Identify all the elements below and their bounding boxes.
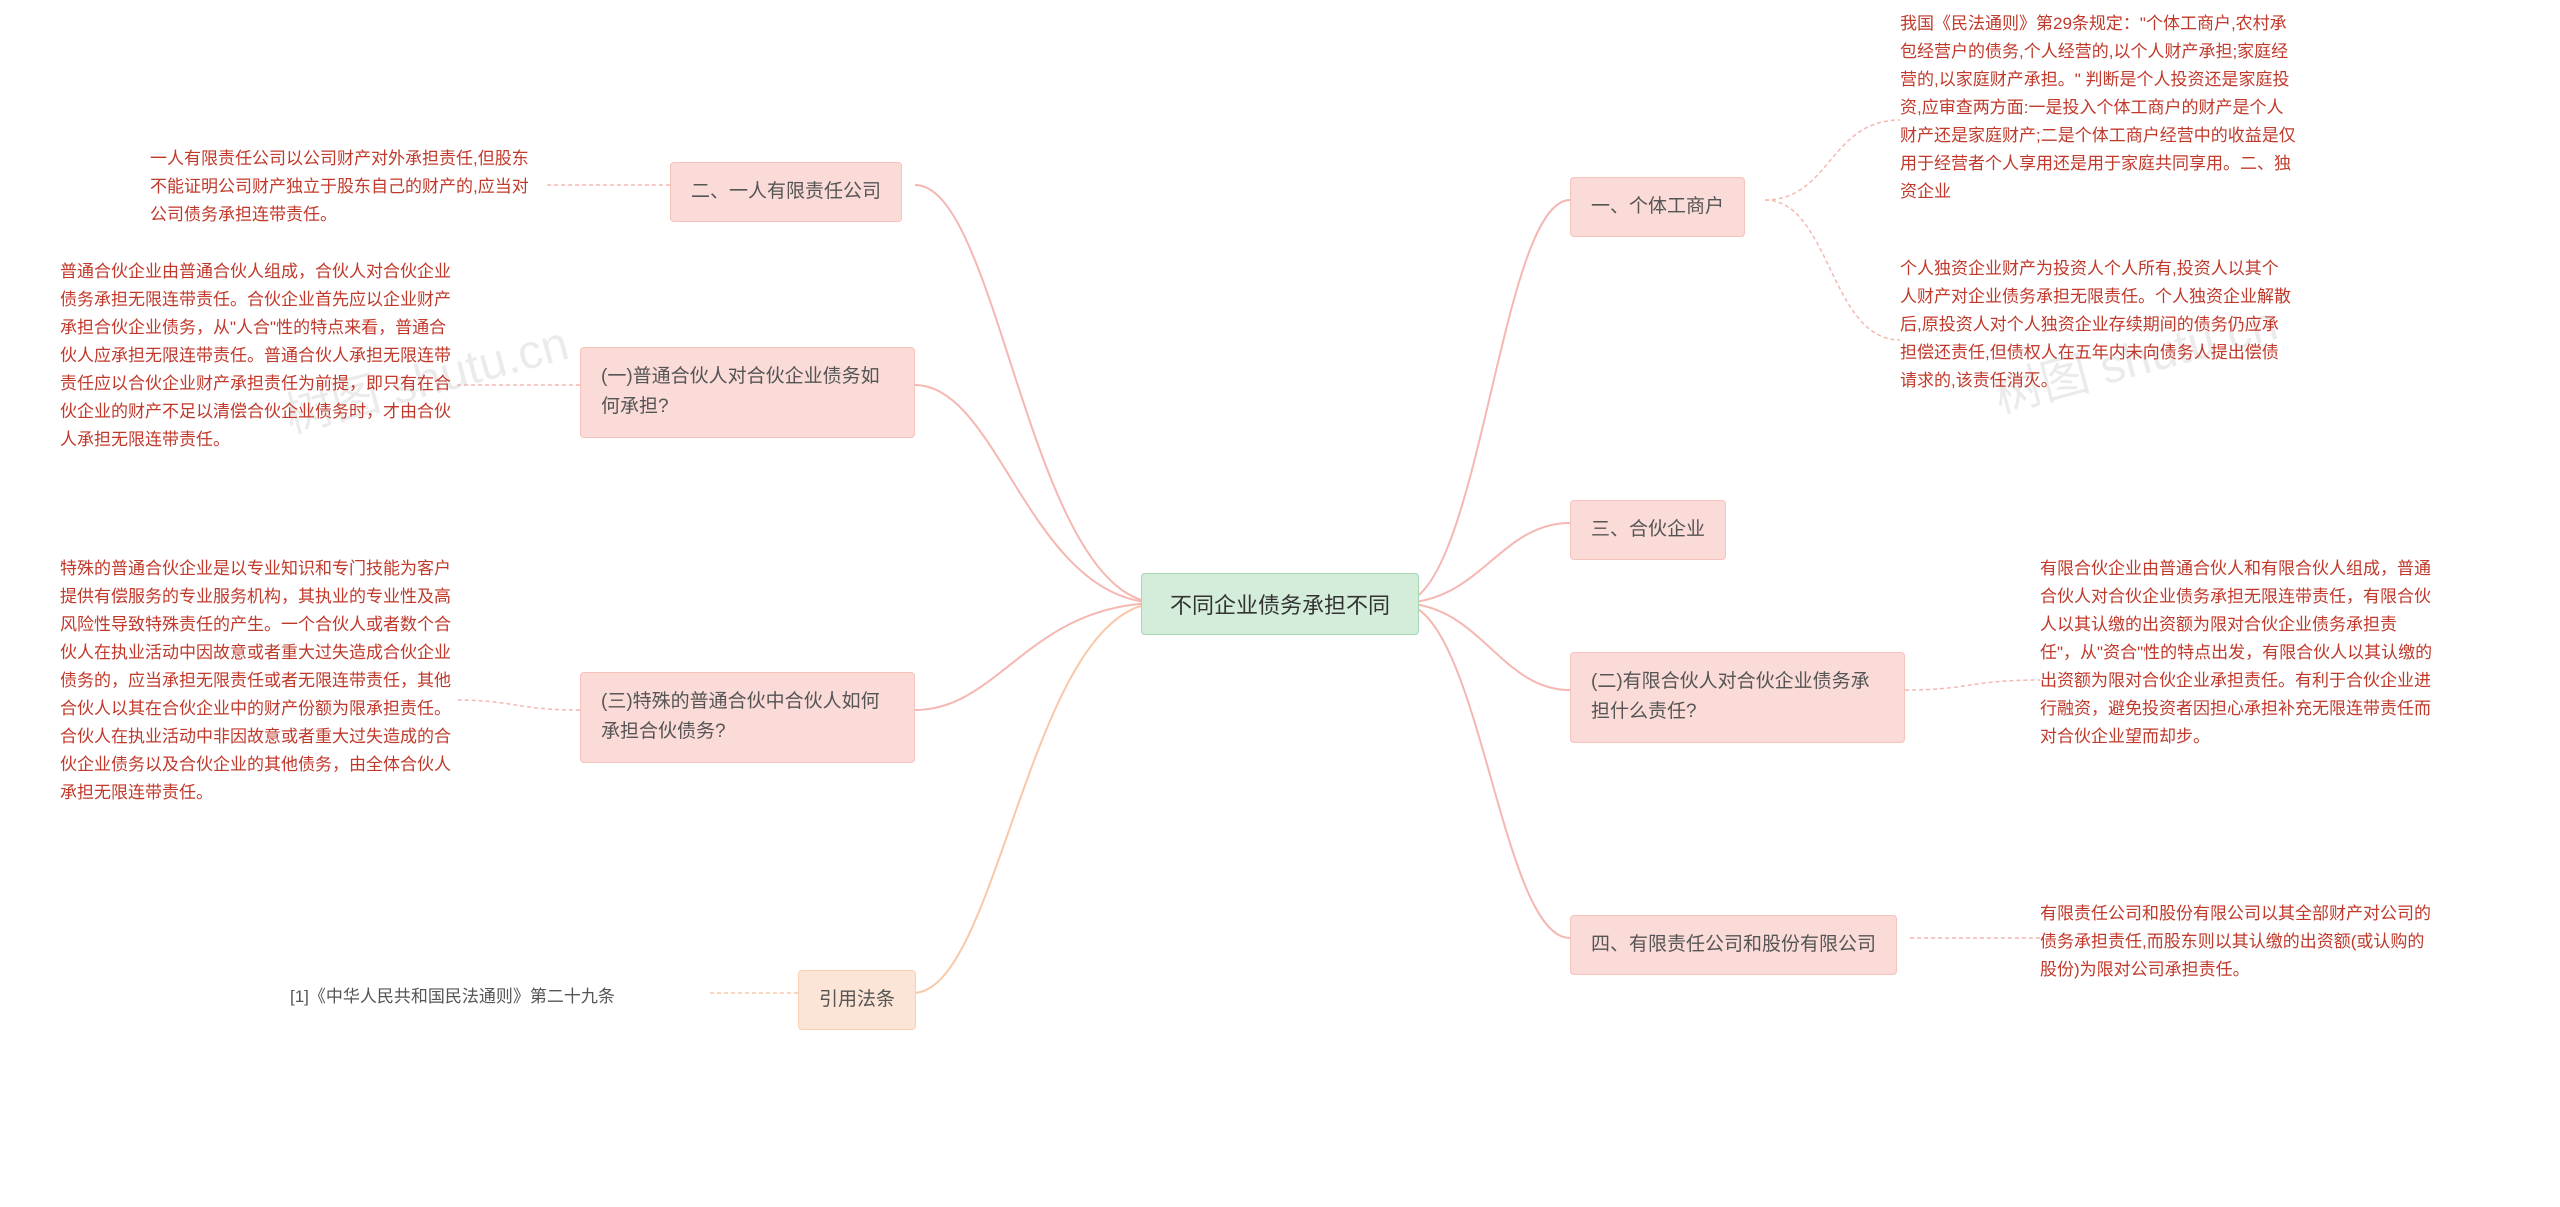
topic-partnership[interactable]: 三、合伙企业 bbox=[1570, 500, 1726, 560]
detail-individual-business-2: 个人独资企业财产为投资人个人所有,投资人以其个人财产对企业债务承担无限责任。个人… bbox=[1900, 255, 2295, 395]
topic-one-person-llc[interactable]: 二、一人有限责任公司 bbox=[670, 162, 902, 222]
detail-one-person-llc: 一人有限责任公司以公司财产对外承担责任,但股东不能证明公司财产独立于股东自己的财… bbox=[150, 145, 545, 229]
topic-llc-corp[interactable]: 四、有限责任公司和股份有限公司 bbox=[1570, 915, 1897, 975]
detail-limited-partner: 有限合伙企业由普通合伙人和有限合伙人组成，普通合伙人对合伙企业债务承担无限连带责… bbox=[2040, 555, 2435, 751]
detail-special-partner: 特殊的普通合伙企业是以专业知识和专门技能为客户提供有偿服务的专业服务机构，其执业… bbox=[60, 555, 455, 807]
detail-law-reference: [1]《中华人民共和国民法通则》第二十九条 bbox=[290, 983, 690, 1011]
topic-special-partner-q[interactable]: (三)特殊的普通合伙中合伙人如何承担合伙债务? bbox=[580, 672, 915, 763]
topic-limited-partner-q[interactable]: (二)有限合伙人对合伙企业债务承担什么责任? bbox=[1570, 652, 1905, 743]
topic-individual-business[interactable]: 一、个体工商户 bbox=[1570, 177, 1745, 237]
topic-law-reference[interactable]: 引用法条 bbox=[798, 970, 916, 1030]
detail-general-partner: 普通合伙企业由普通合伙人组成，合伙人对合伙企业债务承担无限连带责任。合伙企业首先… bbox=[60, 258, 455, 454]
detail-llc-corp: 有限责任公司和股份有限公司以其全部财产对公司的债务承担责任,而股东则以其认缴的出… bbox=[2040, 900, 2435, 984]
center-node[interactable]: 不同企业债务承担不同 bbox=[1141, 573, 1419, 635]
topic-general-partner-q[interactable]: (一)普通合伙人对合伙企业债务如何承担? bbox=[580, 347, 915, 438]
detail-individual-business-1: 我国《民法通则》第29条规定："个体工商户,农村承包经营户的债务,个人经营的,以… bbox=[1900, 10, 2300, 206]
